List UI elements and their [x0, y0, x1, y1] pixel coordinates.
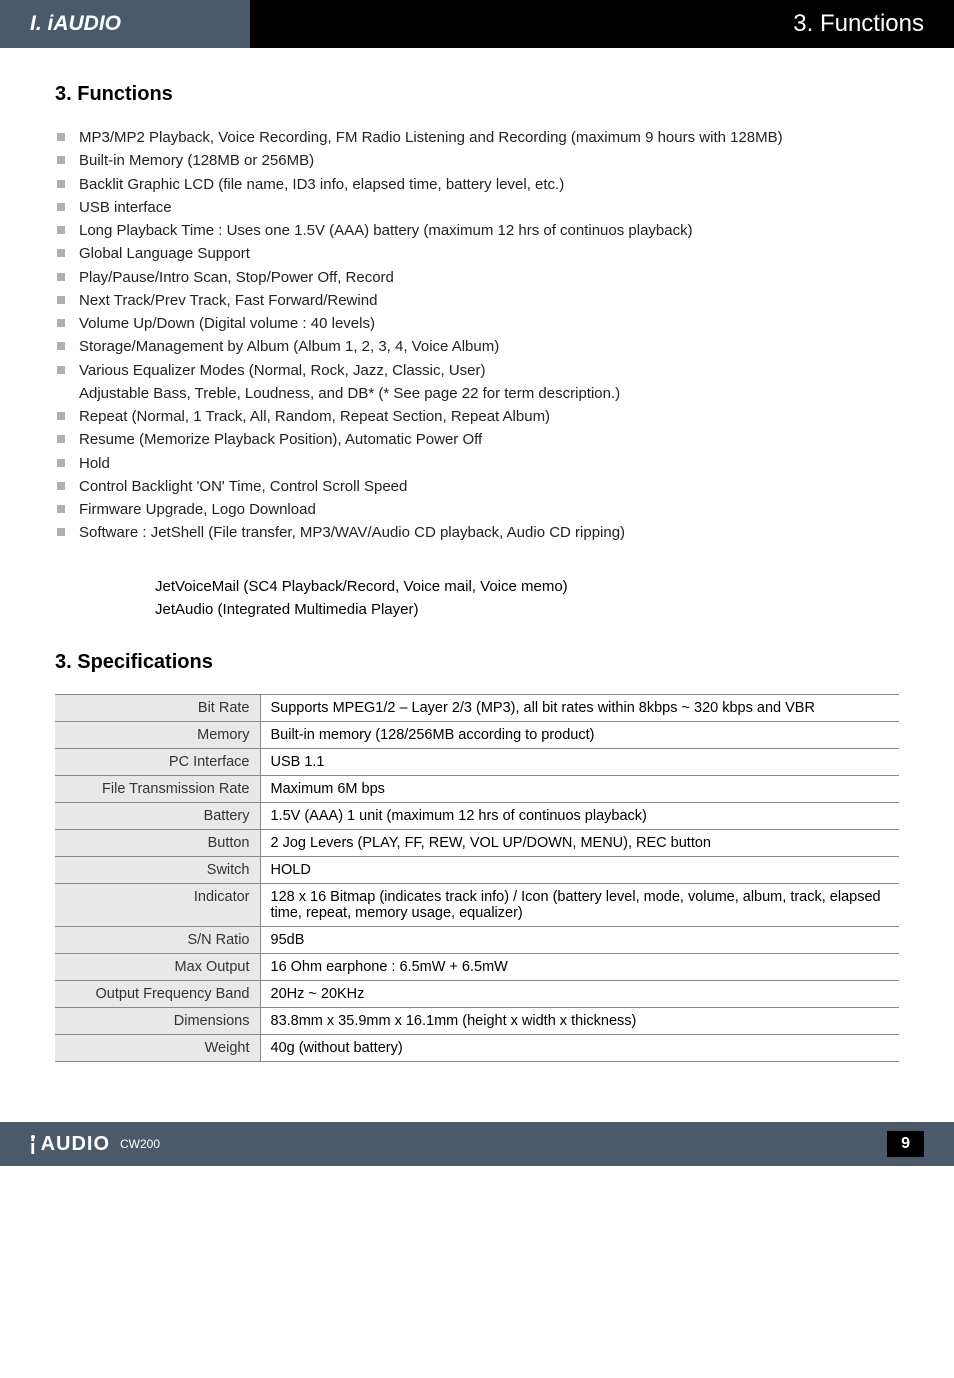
functions-heading: 3. Functions	[55, 83, 899, 106]
list-item: Volume Up/Down (Digital volume : 40 leve…	[55, 312, 899, 335]
specs-heading: 3. Specifications	[55, 651, 899, 674]
table-row: Weight40g (without battery)	[55, 1035, 899, 1062]
list-item: Resume (Memorize Playback Position), Aut…	[55, 428, 899, 451]
spec-value: 20Hz ~ 20KHz	[260, 981, 899, 1008]
list-item: Backlit Graphic LCD (file name, ID3 info…	[55, 173, 899, 196]
spec-label: Battery	[55, 803, 260, 830]
spec-value: 40g (without battery)	[260, 1035, 899, 1062]
spec-value: 128 x 16 Bitmap (indicates track info) /…	[260, 884, 899, 927]
feature-list: MP3/MP2 Playback, Voice Recording, FM Ra…	[55, 126, 899, 545]
list-item: Play/Pause/Intro Scan, Stop/Power Off, R…	[55, 266, 899, 289]
list-item: USB interface	[55, 196, 899, 219]
spec-label: Weight	[55, 1035, 260, 1062]
header-section-label: I. iAUDIO	[0, 0, 250, 48]
brand-logo: i AUDIO	[30, 1133, 110, 1156]
brand-text: AUDIO	[41, 1133, 110, 1156]
spec-value: 83.8mm x 35.9mm x 16.1mm (height x width…	[260, 1008, 899, 1035]
spec-label: Output Frequency Band	[55, 981, 260, 1008]
list-item: Software : JetShell (File transfer, MP3/…	[55, 521, 899, 544]
list-item: Hold	[55, 452, 899, 475]
model-text: CW200	[120, 1137, 160, 1151]
spec-label: Switch	[55, 857, 260, 884]
spec-value: HOLD	[260, 857, 899, 884]
list-item: Firmware Upgrade, Logo Download	[55, 498, 899, 521]
spec-label: S/N Ratio	[55, 927, 260, 954]
page-content: 3. Functions MP3/MP2 Playback, Voice Rec…	[0, 48, 954, 1122]
software-subitem: JetAudio (Integrated Multimedia Player)	[55, 598, 899, 621]
list-item: Built-in Memory (128MB or 256MB)	[55, 149, 899, 172]
list-item: Repeat (Normal, 1 Track, All, Random, Re…	[55, 405, 899, 428]
spec-label: Bit Rate	[55, 695, 260, 722]
table-row: Bit RateSupports MPEG1/2 – Layer 2/3 (MP…	[55, 695, 899, 722]
list-item: Storage/Management by Album (Album 1, 2,…	[55, 335, 899, 358]
table-row: Battery1.5V (AAA) 1 unit (maximum 12 hrs…	[55, 803, 899, 830]
list-item: Global Language Support	[55, 242, 899, 265]
spec-label: Memory	[55, 722, 260, 749]
table-row: Indicator128 x 16 Bitmap (indicates trac…	[55, 884, 899, 927]
table-row: SwitchHOLD	[55, 857, 899, 884]
table-row: Output Frequency Band20Hz ~ 20KHz	[55, 981, 899, 1008]
spec-label: Button	[55, 830, 260, 857]
spec-value: Maximum 6M bps	[260, 776, 899, 803]
spec-value: 16 Ohm earphone : 6.5mW + 6.5mW	[260, 954, 899, 981]
table-row: Dimensions83.8mm x 35.9mm x 16.1mm (heig…	[55, 1008, 899, 1035]
table-row: Button2 Jog Levers (PLAY, FF, REW, VOL U…	[55, 830, 899, 857]
spec-value: Supports MPEG1/2 – Layer 2/3 (MP3), all …	[260, 695, 899, 722]
footer-brand: i AUDIO CW200	[30, 1133, 160, 1156]
spec-value: USB 1.1	[260, 749, 899, 776]
spec-value: 1.5V (AAA) 1 unit (maximum 12 hrs of con…	[260, 803, 899, 830]
header-page-title: 3. Functions	[250, 0, 954, 48]
spec-label: PC Interface	[55, 749, 260, 776]
page-footer: i AUDIO CW200 9	[0, 1122, 954, 1166]
table-row: Max Output16 Ohm earphone : 6.5mW + 6.5m…	[55, 954, 899, 981]
list-item-continuation: Adjustable Bass, Treble, Loudness, and D…	[55, 382, 899, 405]
spec-label: Indicator	[55, 884, 260, 927]
list-item: Control Backlight 'ON' Time, Control Scr…	[55, 475, 899, 498]
page-number: 9	[887, 1131, 924, 1157]
spec-label: Dimensions	[55, 1008, 260, 1035]
specifications-table: Bit RateSupports MPEG1/2 – Layer 2/3 (MP…	[55, 694, 899, 1062]
list-item: Long Playback Time : Uses one 1.5V (AAA)…	[55, 219, 899, 242]
table-row: S/N Ratio95dB	[55, 927, 899, 954]
spec-value: 95dB	[260, 927, 899, 954]
software-subitem: JetVoiceMail (SC4 Playback/Record, Voice…	[55, 575, 899, 598]
list-item: MP3/MP2 Playback, Voice Recording, FM Ra…	[55, 126, 899, 149]
top-header: I. iAUDIO 3. Functions	[0, 0, 954, 48]
spec-value: 2 Jog Levers (PLAY, FF, REW, VOL UP/DOWN…	[260, 830, 899, 857]
list-item: Various Equalizer Modes (Normal, Rock, J…	[55, 359, 899, 382]
spec-label: Max Output	[55, 954, 260, 981]
spec-value: Built-in memory (128/256MB according to …	[260, 722, 899, 749]
table-row: MemoryBuilt-in memory (128/256MB accordi…	[55, 722, 899, 749]
table-row: File Transmission RateMaximum 6M bps	[55, 776, 899, 803]
spec-label: File Transmission Rate	[55, 776, 260, 803]
list-item: Next Track/Prev Track, Fast Forward/Rewi…	[55, 289, 899, 312]
table-row: PC InterfaceUSB 1.1	[55, 749, 899, 776]
